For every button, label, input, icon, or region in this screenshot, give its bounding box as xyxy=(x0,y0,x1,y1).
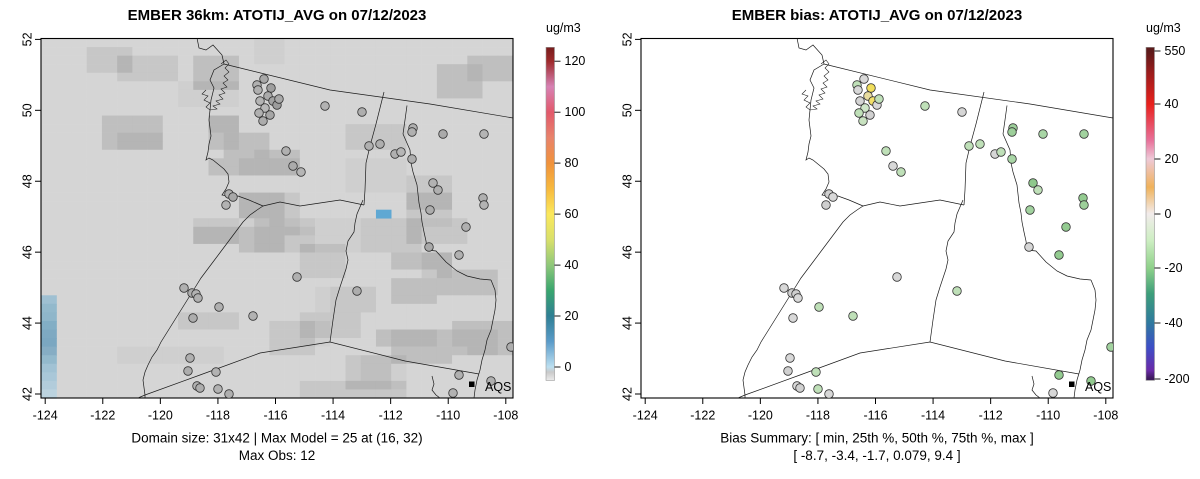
svg-text:-124: -124 xyxy=(33,409,58,423)
svg-text:AQS: AQS xyxy=(485,380,511,394)
svg-text:550: 550 xyxy=(1165,44,1186,58)
svg-text:Bias Summary: [ min, 25th %, 5: Bias Summary: [ min, 25th %, 50th %, 75t… xyxy=(720,431,1034,446)
svg-text:40: 40 xyxy=(1165,97,1179,111)
svg-text:42: 42 xyxy=(20,387,34,401)
svg-text:-122: -122 xyxy=(90,409,115,423)
svg-text:42: 42 xyxy=(620,387,634,401)
svg-text:EMBER 36km: ATOTIJ_AVG on 07/1: EMBER 36km: ATOTIJ_AVG on 07/12/2023 xyxy=(128,7,427,24)
svg-text:-116: -116 xyxy=(263,409,287,423)
svg-text:-122: -122 xyxy=(690,409,715,423)
svg-text:48: 48 xyxy=(620,174,634,188)
svg-text:40: 40 xyxy=(565,258,579,272)
svg-text:0: 0 xyxy=(1165,207,1172,221)
svg-text:-108: -108 xyxy=(1093,409,1118,423)
svg-text:44: 44 xyxy=(20,316,34,330)
svg-text:46: 46 xyxy=(620,245,634,259)
svg-text:50: 50 xyxy=(20,103,34,117)
svg-text:Domain size: 31x42 | Max Model: Domain size: 31x42 | Max Model = 25 at (… xyxy=(131,431,422,446)
svg-text:-114: -114 xyxy=(321,409,345,423)
svg-text:60: 60 xyxy=(565,207,579,221)
svg-text:-20: -20 xyxy=(1165,261,1183,275)
svg-text:-108: -108 xyxy=(493,409,518,423)
svg-text:-114: -114 xyxy=(921,409,945,423)
svg-text:46: 46 xyxy=(20,245,34,259)
svg-text:ug/m3: ug/m3 xyxy=(1146,21,1181,35)
svg-text:20: 20 xyxy=(565,309,579,323)
svg-text:-120: -120 xyxy=(148,409,173,423)
svg-text:-118: -118 xyxy=(806,409,830,423)
svg-text:44: 44 xyxy=(620,316,634,330)
svg-text:-200: -200 xyxy=(1165,372,1190,386)
svg-text:-110: -110 xyxy=(436,409,460,423)
svg-text:52: 52 xyxy=(20,32,34,46)
svg-text:48: 48 xyxy=(20,174,34,188)
svg-text:100: 100 xyxy=(565,105,586,119)
svg-text:-112: -112 xyxy=(379,409,403,423)
svg-text:50: 50 xyxy=(620,103,634,117)
svg-text:Max Obs: 12: Max Obs: 12 xyxy=(239,448,316,463)
svg-text:-116: -116 xyxy=(863,409,887,423)
svg-text:-112: -112 xyxy=(979,409,1003,423)
svg-text:52: 52 xyxy=(620,32,634,46)
svg-text:120: 120 xyxy=(565,54,586,68)
svg-text:EMBER bias: ATOTIJ_AVG on 07/1: EMBER bias: ATOTIJ_AVG on 07/12/2023 xyxy=(732,7,1022,24)
svg-text:ug/m3: ug/m3 xyxy=(546,21,581,35)
svg-text:[ -8.7, -3.4, -1.7, 0.079,: [ -8.7, -3.4, -1.7, 0.079, 9.4 ] xyxy=(793,448,960,463)
svg-text:-110: -110 xyxy=(1036,409,1060,423)
svg-text:-120: -120 xyxy=(748,409,773,423)
svg-text:-124: -124 xyxy=(633,409,658,423)
svg-text:AQS: AQS xyxy=(1085,380,1111,394)
svg-text:20: 20 xyxy=(1165,152,1179,166)
svg-text:-118: -118 xyxy=(206,409,230,423)
svg-text:0: 0 xyxy=(565,360,572,374)
svg-text:80: 80 xyxy=(565,156,579,170)
svg-text:-40: -40 xyxy=(1165,316,1183,330)
